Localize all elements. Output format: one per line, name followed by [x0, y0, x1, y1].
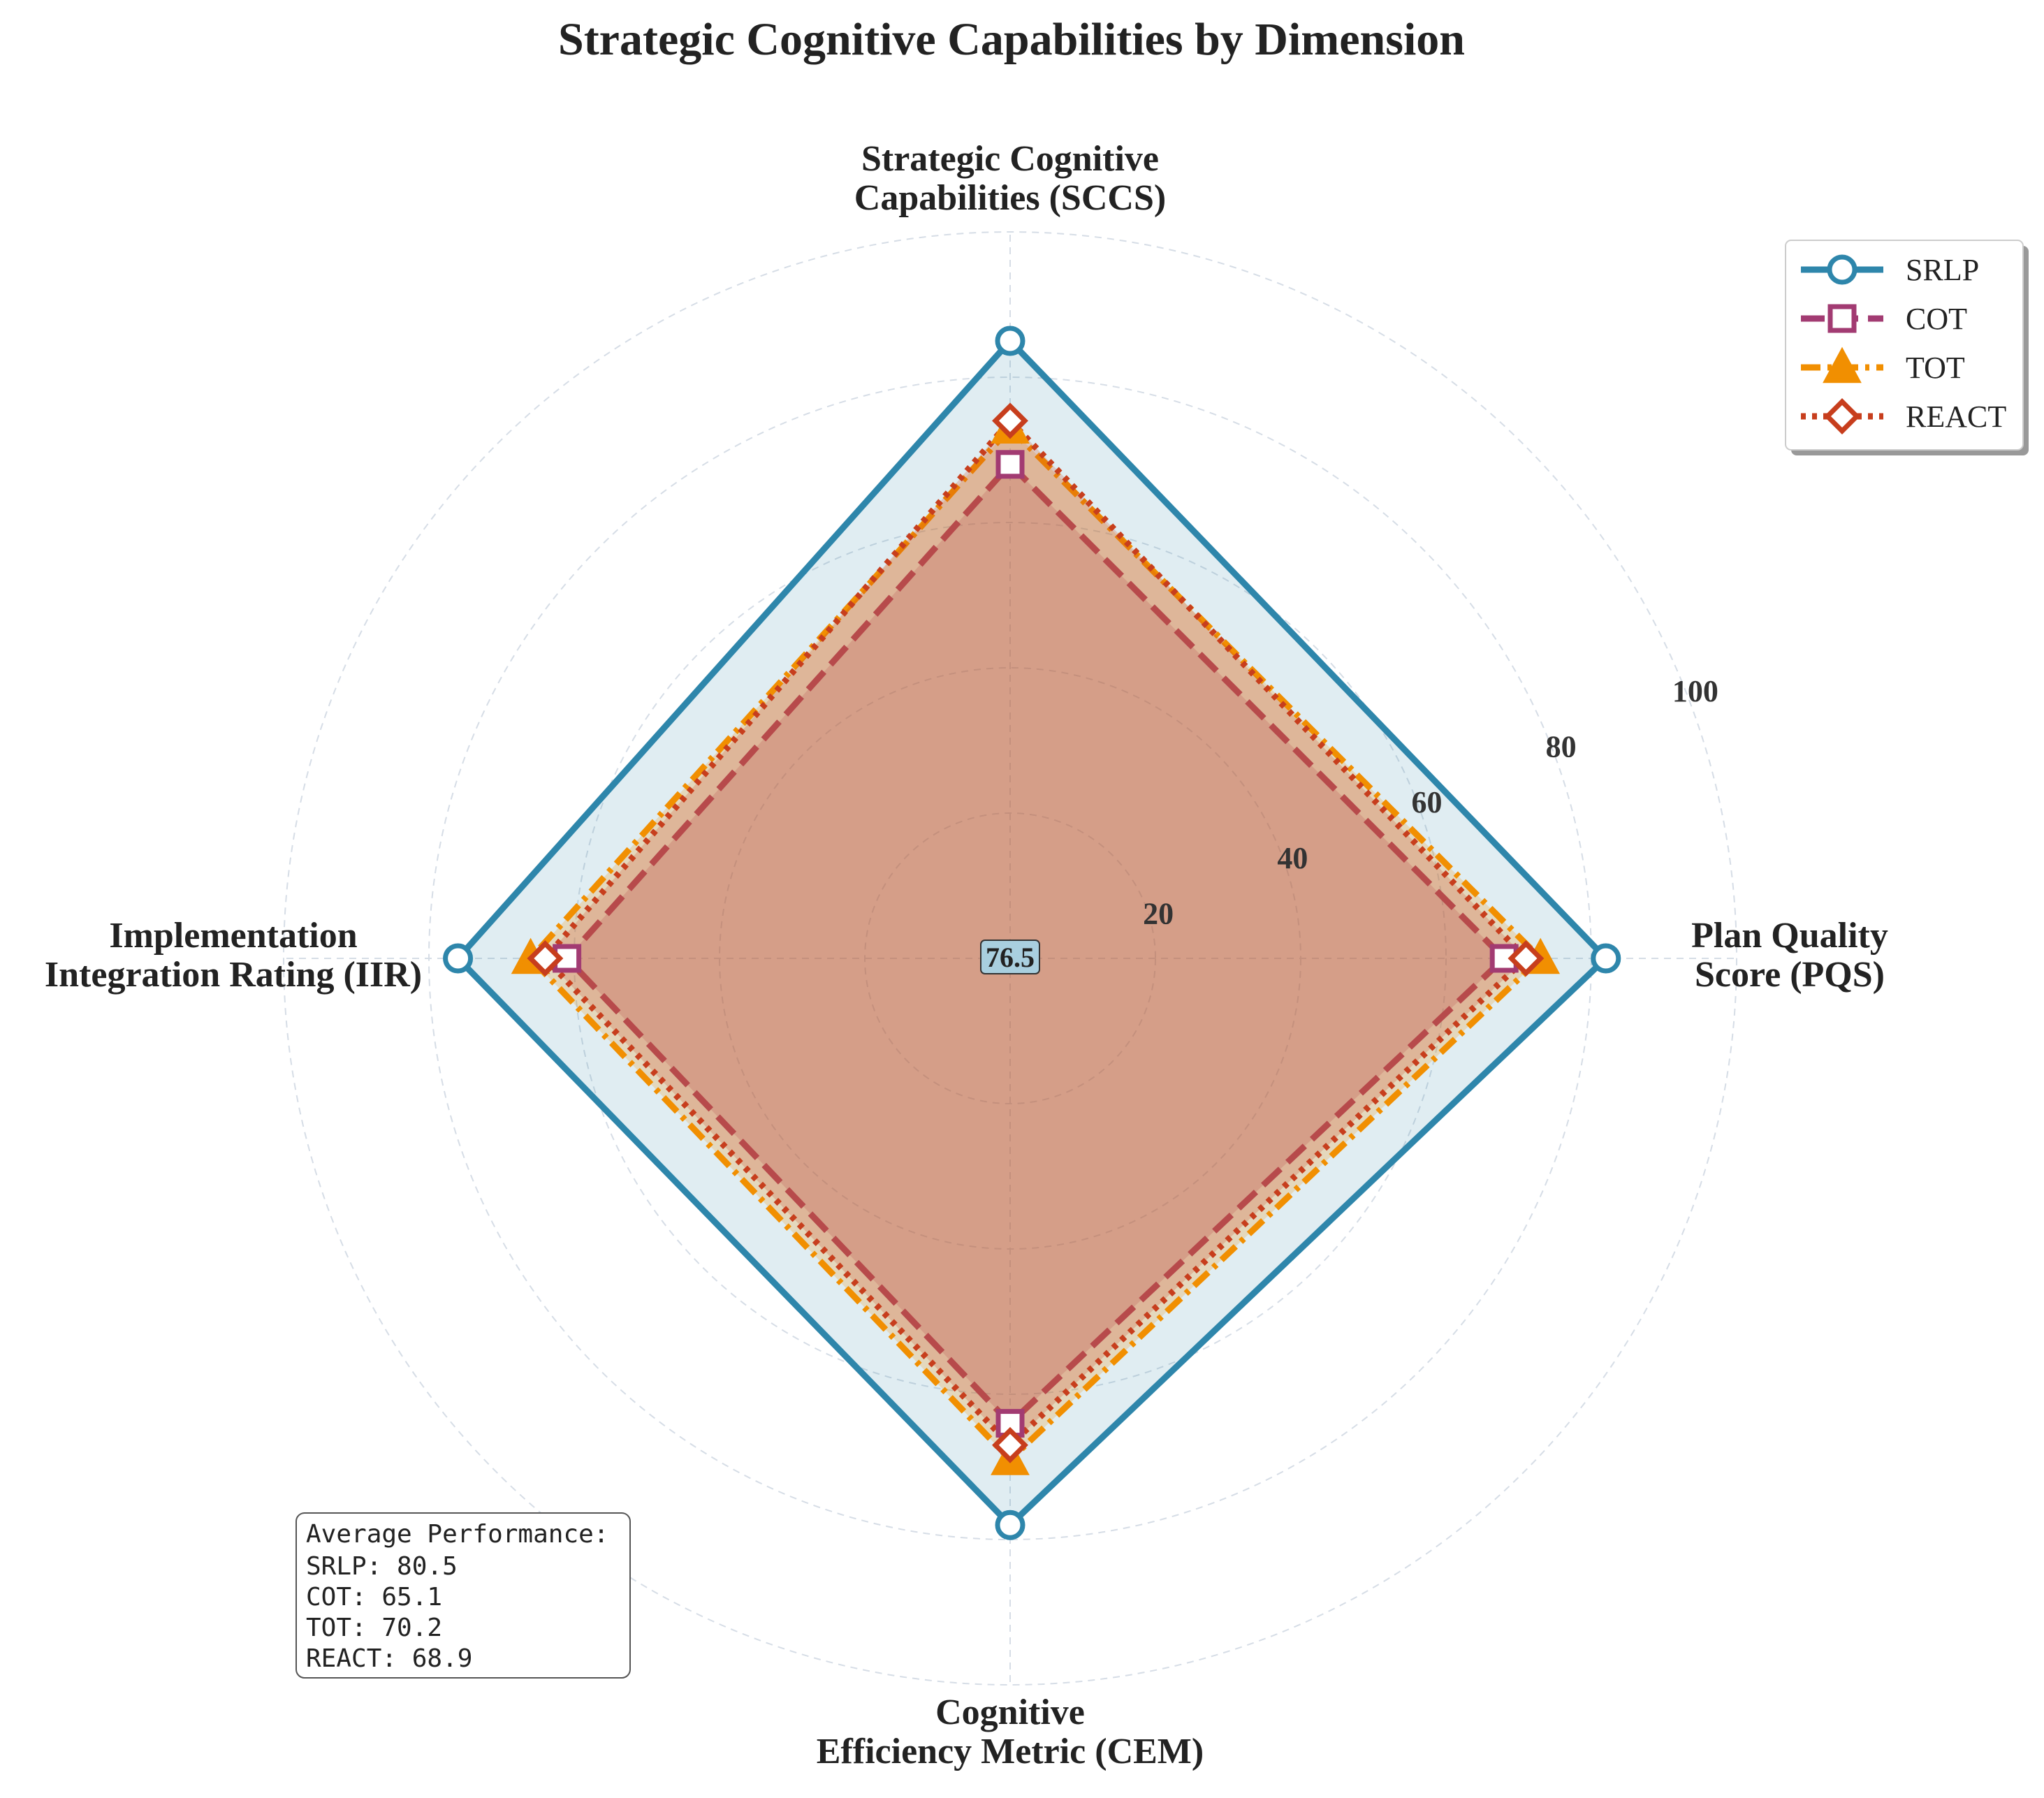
chart-title: Strategic Cognitive Capabilities by Dime… — [558, 14, 1465, 65]
axis-label: Strategic Cognitive — [861, 139, 1159, 179]
legend-label-cot: COT — [1906, 302, 1967, 336]
radial-tick-label: 80 — [1546, 730, 1577, 764]
grid-ring — [283, 231, 1737, 1686]
data-point-react — [992, 402, 1028, 439]
data-point-cot — [995, 1409, 1025, 1438]
axis-label: Cognitive — [935, 1693, 1085, 1732]
legend-marker-react — [1824, 398, 1860, 434]
axis-label: Score (PQS) — [1695, 955, 1885, 995]
axis-label: Efficiency Metric (CEM) — [817, 1732, 1204, 1771]
legend-marker-cot — [1827, 304, 1857, 333]
legend-label-tot: TOT — [1906, 351, 1965, 385]
summary-line: SRLP: 80.5 — [306, 1552, 458, 1581]
legend-label-srlp: SRLP — [1906, 253, 1979, 287]
axis-label: Integration Rating (IIR) — [45, 955, 422, 995]
data-point-react — [992, 1426, 1028, 1463]
legend-marker-srlp — [1827, 254, 1857, 285]
center-label: 76.5 — [986, 942, 1035, 973]
legend: SRLP COT TOT REACT — [1785, 240, 2029, 455]
data-point-srlp — [443, 943, 474, 974]
radial-tick-label: 100 — [1672, 674, 1718, 708]
data-point-react — [1508, 940, 1545, 977]
axis-label: Capabilities (SCCS) — [854, 178, 1166, 218]
summary-line: TOT: 70.2 — [306, 1614, 442, 1642]
marker-layer — [443, 326, 1621, 1540]
data-point-srlp — [995, 326, 1025, 356]
axis-label: Plan Quality — [1691, 916, 1888, 956]
series-fill-react — [545, 421, 1526, 1445]
summary-line: REACT: 68.9 — [306, 1644, 472, 1673]
radial-tick-label: 40 — [1277, 841, 1308, 875]
summary-box — [295, 1512, 631, 1679]
center-label-group: 76.5 — [980, 940, 1040, 974]
axis-label: Implementation — [109, 916, 357, 956]
radial-tick-label: 20 — [1143, 896, 1174, 930]
center-label-box — [980, 940, 1040, 974]
summary-title: Average Performance: — [306, 1520, 608, 1549]
radial-tick-label: 60 — [1412, 785, 1443, 819]
summary-line: COT: 65.1 — [306, 1583, 442, 1611]
data-point-srlp — [1591, 943, 1621, 974]
legend-label-react: REACT — [1906, 400, 2006, 434]
data-point-react — [527, 940, 564, 977]
grid-ring — [574, 522, 1447, 1395]
radial-tick-labels: 20 40 60 80 100 — [1143, 674, 1718, 930]
legend-marker-tot — [1823, 346, 1862, 383]
legend-box — [1785, 240, 2024, 451]
data-point-cot — [995, 450, 1025, 479]
data-point-srlp — [995, 1510, 1025, 1540]
